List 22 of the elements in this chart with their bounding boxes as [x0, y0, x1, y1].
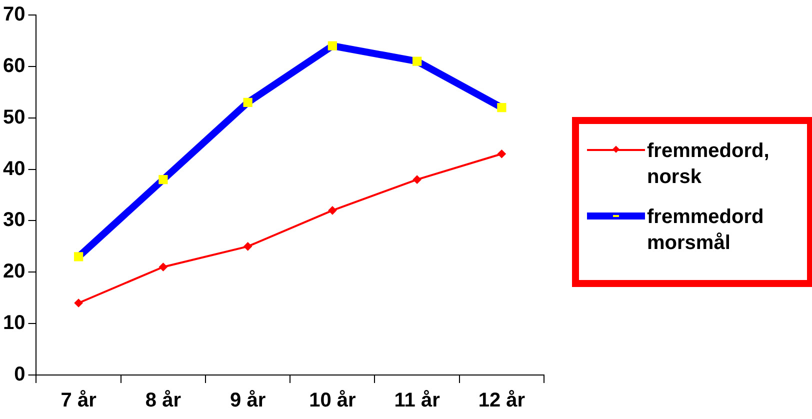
- x-tick-label: 9 år: [230, 390, 266, 412]
- x-tick-label: 8 år: [145, 390, 182, 412]
- y-tick-label: 30: [2, 209, 26, 232]
- x-tick-label: 11 år: [394, 390, 440, 412]
- point: [498, 150, 506, 158]
- y-tick-label: 0: [14, 364, 26, 386]
- point: [328, 206, 336, 214]
- x-tick-label: 12 år: [478, 390, 526, 412]
- y-tick-label: 20: [2, 260, 26, 283]
- x-tick-label: 7 år: [60, 390, 97, 412]
- point: [413, 176, 422, 184]
- point: [74, 299, 83, 307]
- legend-label: fremmedord, norsk: [647, 139, 770, 190]
- point: [244, 242, 252, 250]
- x-tick-label: 10 år: [309, 390, 356, 412]
- legend-label: fremmedord morsmål: [647, 205, 765, 256]
- y-tick-label: 70: [2, 4, 26, 26]
- y-tick-label: 60: [2, 54, 26, 77]
- point: [159, 263, 168, 271]
- y-tick-label: 40: [2, 158, 26, 180]
- y-tick-label: 50: [2, 106, 26, 128]
- y-tick-label: 10: [2, 312, 26, 334]
